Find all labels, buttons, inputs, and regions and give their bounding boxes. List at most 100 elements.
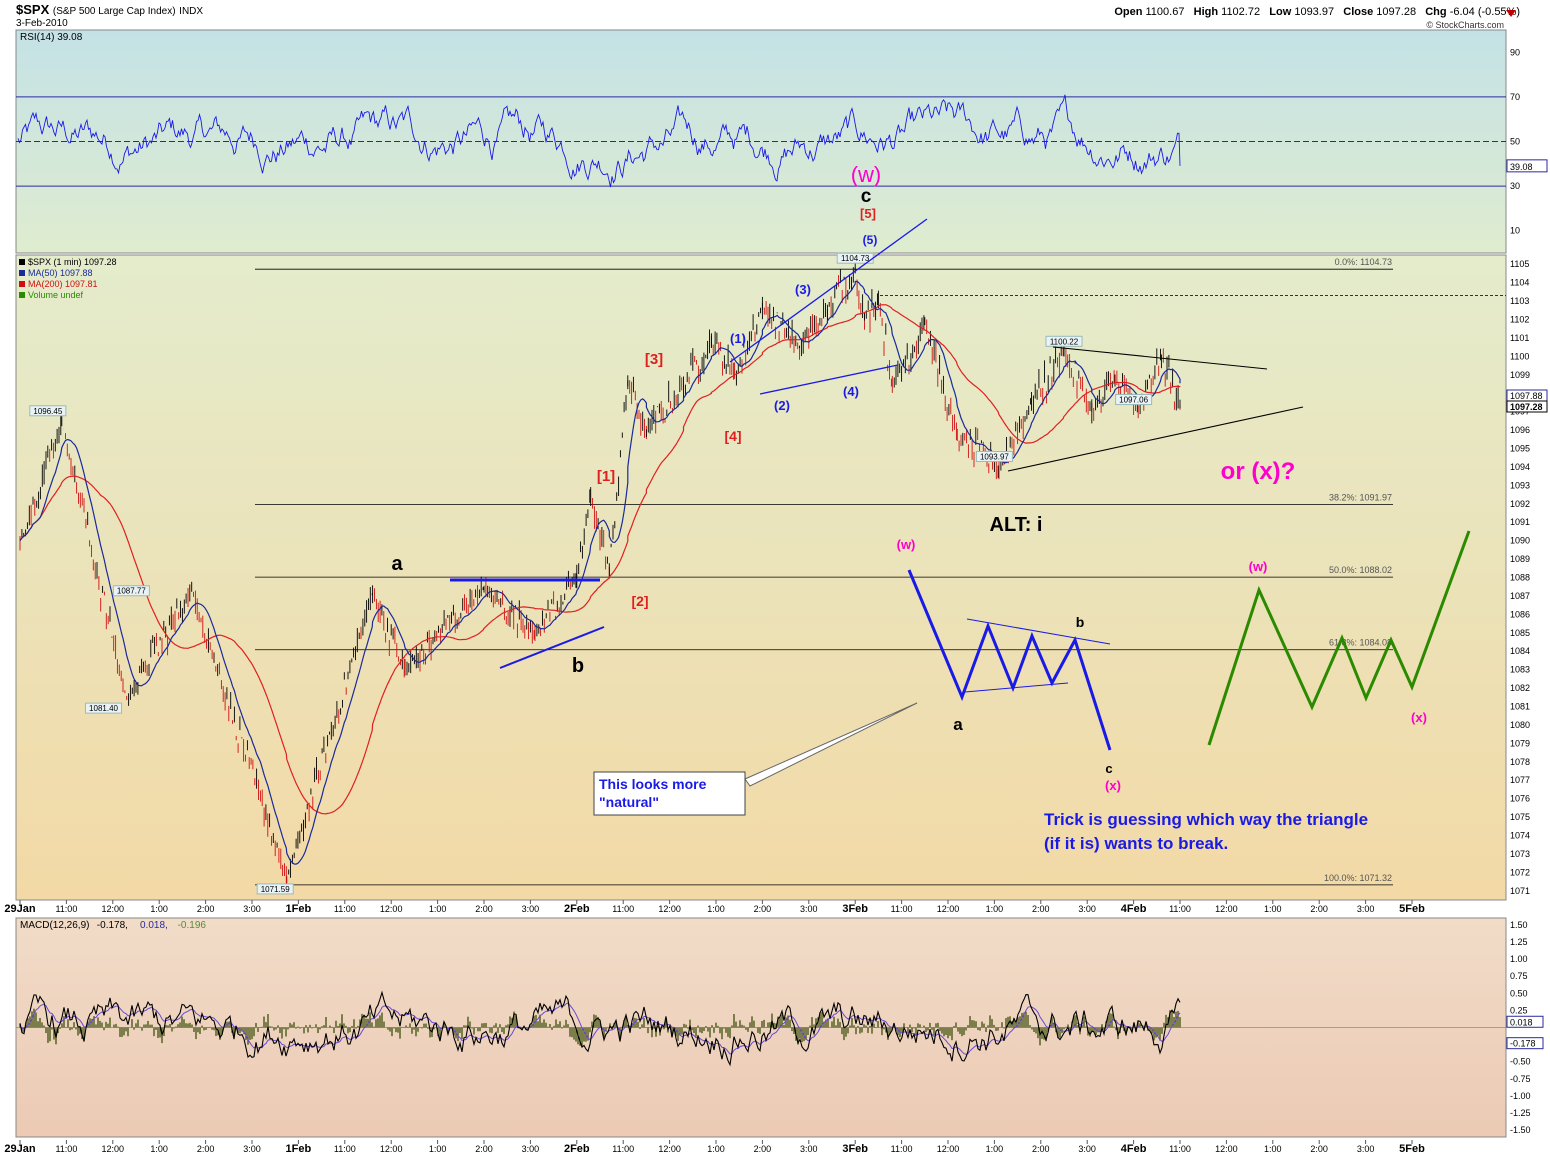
wave-label: (4) <box>843 384 859 399</box>
x-axis-label-upper: 3:00 <box>800 904 818 914</box>
macd-tick-label: 1.25 <box>1510 937 1528 947</box>
macd-title-part: -0.178, <box>97 920 128 931</box>
wave-label: [5] <box>860 206 876 221</box>
x-axis-label-upper: 3:00 <box>522 904 540 914</box>
x-axis-label-upper: 1:00 <box>707 904 725 914</box>
price-tick-label: 1079 <box>1510 738 1530 748</box>
x-axis-label-lower: 1:00 <box>707 1144 725 1154</box>
price-label: 1097.06 <box>1119 396 1148 405</box>
trendline-b <box>499 626 605 669</box>
price-label: 1104.73 <box>841 254 870 263</box>
wave-label: [2] <box>631 593 648 609</box>
wave-label: b <box>572 655 584 677</box>
x-axis-label-lower: 1:00 <box>150 1144 168 1154</box>
rsi-title: RSI(14) 39.08 <box>20 32 83 43</box>
x-axis-label-lower: 2Feb <box>564 1143 590 1155</box>
x-axis-label-lower: 11:00 <box>334 1144 356 1154</box>
price-tick-label: 1103 <box>1510 296 1529 306</box>
x-axis-label-lower: 3:00 <box>1357 1144 1375 1154</box>
x-axis-label-lower: 5Feb <box>1399 1143 1425 1155</box>
fib-label: 61.8%: 1084.08 <box>1329 638 1392 648</box>
x-axis-label-upper: 11:00 <box>334 904 356 914</box>
price-label: 1093.97 <box>980 452 1009 461</box>
price-label-box <box>1045 335 1083 347</box>
proj-triangle-lower <box>964 682 1069 693</box>
x-axis-label-upper: 1:00 <box>150 904 168 914</box>
macd-right-box <box>1506 1015 1544 1028</box>
note-text: (if it is) wants to break. <box>1044 834 1228 853</box>
price-legend-entry: MA(200) 1097.81 <box>28 279 98 289</box>
macd-tick-label: -0.75 <box>1510 1074 1531 1084</box>
upper-channel <box>729 218 928 363</box>
rsi-tick-label: 30 <box>1510 181 1520 191</box>
x-axis-label-lower: 4Feb <box>1121 1143 1147 1155</box>
price-tick-label: 1084 <box>1510 646 1530 656</box>
wave-label: (3) <box>795 282 811 297</box>
price-tick-label: 1085 <box>1510 628 1530 638</box>
price-tick-label: 1095 <box>1510 444 1530 454</box>
x-axis-label-upper: 4Feb <box>1121 903 1147 915</box>
macd-tick-label: 1.00 <box>1510 954 1528 964</box>
price-tick-label: 1073 <box>1510 849 1530 859</box>
price-right-box <box>1506 400 1548 413</box>
fib-label: 0.0%: 1104.73 <box>1335 257 1392 267</box>
price-tick-label: 1076 <box>1510 794 1530 804</box>
price-legend-entry: $SPX (1 min) 1097.28 <box>28 257 117 267</box>
wave-label: (x) <box>1411 710 1427 725</box>
x-axis-label-upper: 2:00 <box>197 904 215 914</box>
macd-right-box <box>1506 1037 1544 1050</box>
macd-right-label: 0.018 <box>1510 1017 1533 1027</box>
x-axis-label-upper: 3Feb <box>842 903 868 915</box>
price-label: 1081.40 <box>89 704 118 713</box>
price-label-box <box>256 883 294 895</box>
x-axis-label-upper: 2:00 <box>1310 904 1328 914</box>
wave-label: b <box>1076 614 1085 630</box>
rsi-tick-label: 90 <box>1510 47 1520 57</box>
x-axis-label-upper: 2:00 <box>475 904 493 914</box>
price-tick-label: 1099 <box>1510 370 1530 380</box>
fib-label: 50.0%: 1088.02 <box>1329 565 1392 575</box>
macd-tick-label: -1.25 <box>1510 1108 1531 1118</box>
wave-label: (w) <box>897 537 916 552</box>
price-label: 1087.77 <box>117 587 146 596</box>
x-axis-label-lower: 3:00 <box>243 1144 261 1154</box>
price-tick-label: 1089 <box>1510 554 1530 564</box>
fib-label: 38.2%: 1091.97 <box>1329 492 1392 502</box>
ohlc-readout: Open 1100.67 High 1102.72 Low 1093.97 Cl… <box>1114 6 1520 18</box>
rsi-tick-label: 70 <box>1510 92 1520 102</box>
triangle-upper <box>1052 346 1268 370</box>
price-label: 1100.22 <box>1050 337 1079 346</box>
x-axis-label-upper: 12:00 <box>658 904 681 914</box>
price-tick-label: 1088 <box>1510 573 1530 583</box>
x-axis-label-lower: 2:00 <box>754 1144 772 1154</box>
x-axis-label-upper: 1:00 <box>986 904 1004 914</box>
copyright: © StockCharts.com <box>1426 20 1504 30</box>
price-right-label: 1097.88 <box>1510 391 1543 401</box>
green-projection <box>1207 530 1471 746</box>
price-label-box <box>975 450 1013 462</box>
x-axis-label-upper: 11:00 <box>55 904 77 914</box>
x-axis-label-lower: 1:00 <box>986 1144 1004 1154</box>
wave-label: a <box>391 553 403 575</box>
x-axis-label-lower: 3:00 <box>1078 1144 1096 1154</box>
price-tick-label: 1090 <box>1510 536 1530 546</box>
macd-title-part: -0.196 <box>178 920 207 931</box>
ma200-line <box>19 304 1181 815</box>
price-tick-label: 1078 <box>1510 757 1530 767</box>
note-text: Trick is guessing which way the triangle <box>1044 810 1368 829</box>
price-tick-label: 1074 <box>1510 831 1530 841</box>
price-tick-label: 1071 <box>1510 886 1530 896</box>
x-axis-label-lower: 11:00 <box>55 1144 77 1154</box>
x-axis-label-lower: 11:00 <box>612 1144 634 1154</box>
price-tick-label: 1072 <box>1510 867 1530 877</box>
x-axis-label-lower: 1:00 <box>429 1144 447 1154</box>
x-axis-label-upper: 12:00 <box>102 904 125 914</box>
x-axis-label-upper: 1Feb <box>286 903 312 915</box>
x-axis-label-upper: 1:00 <box>429 904 447 914</box>
x-axis-label-upper: 11:00 <box>1169 904 1191 914</box>
x-axis-label-lower: 3:00 <box>522 1144 540 1154</box>
wave-label: or (x)? <box>1221 458 1296 485</box>
macd-right-label: -0.178 <box>1510 1039 1536 1049</box>
macd-tick-label: 0.50 <box>1510 988 1528 998</box>
x-axis-label-lower: 2:00 <box>1032 1144 1050 1154</box>
